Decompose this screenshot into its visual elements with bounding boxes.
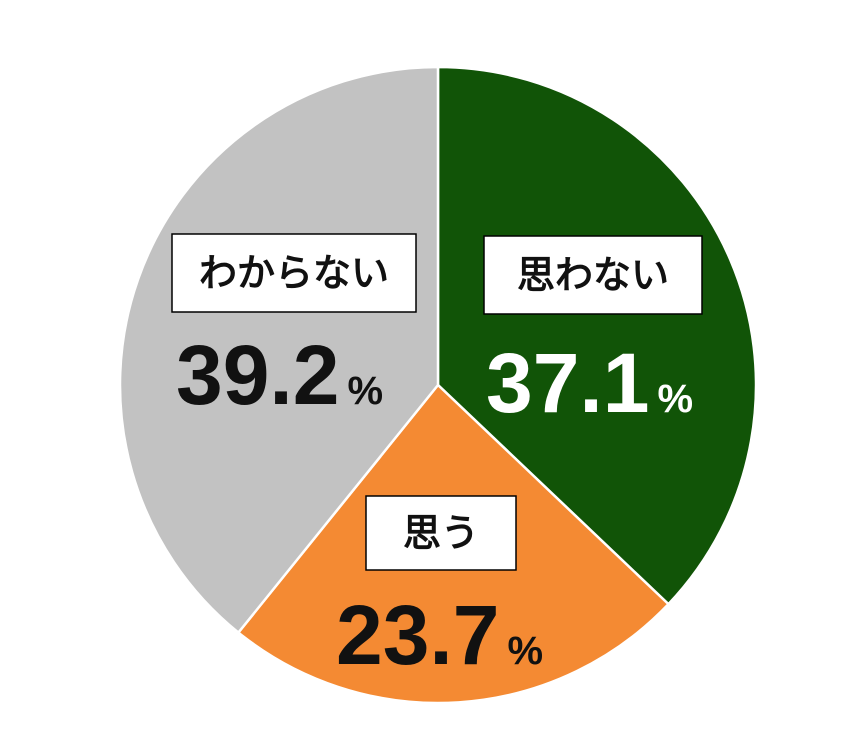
slice-label-box [171,233,417,313]
slice-value: 39.2% [176,328,383,422]
slice-value-number: 37.1 [486,336,650,430]
slice-value-unit: % [508,629,544,673]
slice-value: 23.7% [336,588,543,682]
pie-labels: 思わない 37.1 % 思う 23.7 % わからない 39.2% [171,233,703,682]
slice-label: わからない [199,251,389,295]
slice-value-unit: % [658,377,694,421]
slice-label: 思う [403,511,479,555]
pie-slice-1 [436,65,758,606]
slice-label-box [483,235,703,315]
slice-label-group-2: 思う 23.7% [336,495,543,682]
slice-label-group-1: 思わない 37.1% [483,235,703,430]
pie-slice-3 [118,65,440,635]
slice-label: 思わない [517,253,669,297]
slice-value: 37.1% [486,336,693,430]
slice-value-number: 39.2 [176,328,340,422]
slice-value-unit: % [348,369,384,413]
slice-label-group-3: わからない 39.2% [171,233,417,422]
slice-label-box [365,495,517,571]
slice-value-number: 23.7 [336,588,500,682]
